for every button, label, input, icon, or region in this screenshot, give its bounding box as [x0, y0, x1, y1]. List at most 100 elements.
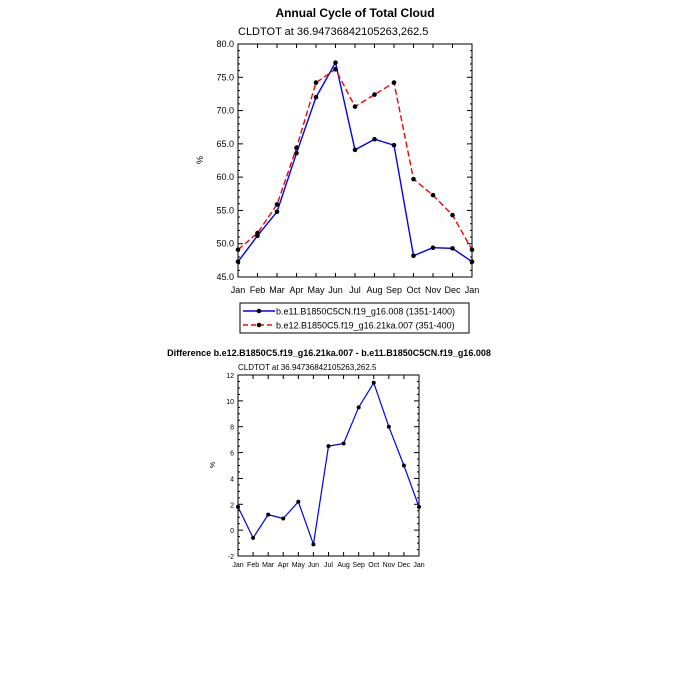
chart2-x-tick-label: Jan — [232, 562, 243, 569]
chart1-series-1-point — [274, 209, 280, 215]
chart1-y-tick-label: 75.0 — [216, 72, 234, 82]
chart1-series-line-2 — [237, 68, 473, 251]
chart1-series-2-point — [352, 104, 358, 109]
chart2-x-tick-label: Jan — [413, 562, 424, 569]
chart2-series-1-point — [341, 441, 346, 446]
chart1-x-tick-label: Feb — [250, 285, 266, 295]
chart2-x-tick-label: Feb — [247, 562, 259, 569]
chart2-series-1-point — [296, 499, 301, 504]
chart1-x-tick-label: Jul — [349, 285, 361, 295]
chart1-series-2-point — [313, 80, 319, 85]
chart2-series-1-point — [401, 463, 406, 468]
chart1-series-2-point — [294, 145, 299, 151]
legend-box — [239, 302, 470, 334]
chart2-y-tick-label: 2 — [230, 502, 234, 509]
chart2-x-tick-label: Aug — [337, 562, 350, 569]
chart1-x-tick-label: Sep — [386, 285, 402, 295]
chart2-y-tick-label: 6 — [230, 451, 234, 458]
legend-marker-series-1 — [256, 308, 262, 314]
chart2-ticks: Jan Feb Mar Apr May Jun Jul Aug Sep Oct Nov Dec Jan-… — [226, 373, 425, 569]
chart1-series-2-point — [333, 66, 338, 72]
chart2-series-line-1 — [237, 382, 420, 545]
chart2-x-tick-label: May — [292, 562, 306, 569]
chart1-series-1-point — [372, 136, 377, 142]
chart1-series-2-point — [469, 247, 475, 253]
chart1-series-2-point — [450, 212, 455, 218]
chart2-series-1-point — [251, 535, 256, 540]
chart1-series-2-point — [255, 230, 260, 236]
chart1-series-2-point — [274, 202, 280, 207]
chart2-plot-frame — [237, 374, 420, 557]
chart1-ticks: Jan Feb Mar Apr May Jun Jul Aug Sep Oct Nov Dec Jan 4… — [216, 39, 479, 295]
chart1-x-tick-label: May — [307, 285, 325, 295]
chart1-x-tick-label: Jun — [328, 285, 343, 295]
chart1-series-2-point — [411, 176, 416, 182]
legend-marker-series-2 — [256, 322, 262, 328]
chart1-y-tick-label: 65.0 — [216, 139, 234, 149]
chart1-x-tick-label: Nov — [425, 285, 442, 295]
chart1-series-line-1 — [237, 61, 473, 263]
chart2-series-1-point — [326, 444, 331, 449]
chart1-series-1-point — [352, 147, 358, 153]
chart2-series-1-point — [386, 424, 391, 429]
chart1-series-1-point — [430, 245, 436, 251]
chart2-x-tick-label: Oct — [368, 562, 379, 569]
chart2-series-1-point — [266, 512, 271, 517]
chart2-series-1-point — [236, 504, 240, 509]
chart1-series-1-point — [294, 150, 299, 156]
chart1-series-1-point — [313, 94, 319, 100]
chart1-series-2-point — [391, 80, 397, 85]
chart1-legend: b.e11.B1850C5CN.f19_g16.008 (1351-1400) … — [239, 302, 470, 334]
chart2-series-1-point — [371, 380, 376, 385]
chart1-series-2-point — [372, 92, 377, 97]
chart1-series-2-point — [235, 247, 241, 253]
chart2-x-tick-label: Dec — [398, 562, 411, 569]
chart1-x-tick-label: Aug — [366, 285, 382, 295]
chart2-x-tick-label: Apr — [278, 562, 290, 569]
chart2-y-tick-label: 4 — [230, 476, 234, 483]
chart1-series-1-point — [469, 259, 475, 264]
chart2-y-tick-label: -2 — [228, 554, 234, 561]
chart1-y-tick-label: 50.0 — [216, 239, 234, 249]
chart2-y-tick-label: 10 — [226, 399, 234, 406]
chart2-title: Difference b.e12.B1850C5.f19_g16.21ka.00… — [167, 348, 491, 358]
chart1-x-tick-label: Oct — [406, 285, 421, 295]
chart1-x-tick-label: Mar — [269, 285, 285, 295]
chart1-x-tick-label: Jan — [465, 285, 480, 295]
chart1-x-tick-label: Apr — [289, 285, 303, 295]
chart2-y-axis-label: % — [210, 462, 217, 468]
chart1-y-tick-label: 70.0 — [216, 106, 234, 116]
chart1-x-tick-label: Jan — [231, 285, 246, 295]
chart1-title: Annual Cycle of Total Cloud — [275, 6, 434, 20]
chart1-plot-frame — [237, 43, 473, 278]
chart1-y-tick-label: 55.0 — [216, 205, 234, 215]
chart2-x-tick-label: Sep — [352, 562, 365, 569]
chart2-x-tick-label: Nov — [383, 562, 396, 569]
chart2-y-tick-label: 0 — [230, 528, 234, 535]
chart1-series-1-point — [411, 253, 416, 258]
chart1-series-1-point — [391, 142, 397, 148]
chart2-x-tick-label: Jun — [308, 562, 319, 569]
chart2-series-1-point — [311, 542, 316, 547]
chart1-y-tick-label: 45.0 — [216, 272, 234, 282]
chart2-series-1-point — [281, 516, 286, 521]
chart1-series-1-point — [235, 259, 241, 264]
chart1-series-1-point — [450, 246, 455, 251]
chart2-x-tick-label: Mar — [262, 562, 275, 569]
chart1-series-1-point — [333, 60, 338, 65]
annual-cycle-chart: Annual Cycle of Total Cloud CLDTOT at 36… — [195, 6, 479, 334]
chart2-y-tick-label: 12 — [226, 373, 234, 380]
chart1-series-group — [235, 60, 475, 264]
chart1-series-2-point — [430, 192, 436, 198]
chart2-series-1-point — [356, 405, 361, 410]
difference-chart: Difference b.e12.B1850C5.f19_g16.21ka.00… — [167, 348, 491, 569]
chart1-x-tick-label: Dec — [444, 285, 461, 295]
chart2-x-tick-label: Jul — [324, 562, 333, 569]
chart1-y-tick-label: 80.0 — [216, 39, 234, 49]
chart2-series-1-point — [417, 504, 421, 509]
legend-label-series-1: b.e11.B1850C5CN.f19_g16.008 (1351-1400) — [276, 307, 455, 317]
chart1-y-tick-label: 60.0 — [216, 172, 234, 182]
chart2-series-group — [236, 380, 421, 547]
chart2-subtitle: CLDTOT at 36.94736842105263,262.5 — [238, 363, 377, 372]
